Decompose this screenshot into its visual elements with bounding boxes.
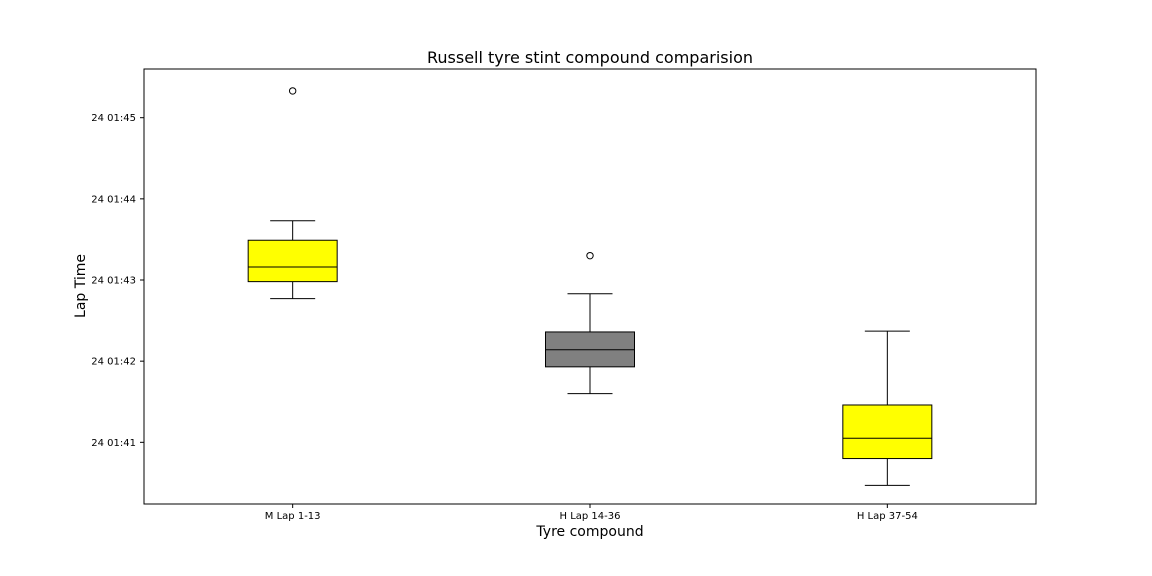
plot-frame bbox=[143, 68, 1037, 505]
y-axis-label: Lap Time bbox=[73, 254, 89, 318]
plot-area: 24 01:41 24 01:42 24 01:43 24 01:44 24 01:45… bbox=[91, 87, 933, 522]
y-tick-label: 24 01:45 bbox=[91, 113, 136, 124]
x-tick-label: H Lap 37-54 bbox=[857, 511, 918, 522]
y-tick-label: 24 01:41 bbox=[91, 438, 136, 449]
x-tick-label: M Lap 1-13 bbox=[265, 511, 321, 522]
outlier-point bbox=[586, 251, 594, 260]
outlier-point bbox=[288, 87, 297, 95]
x-tick-label: H Lap 14-36 bbox=[560, 511, 621, 522]
y-tick-label: 24 01:42 bbox=[91, 357, 136, 368]
y-tick-label: 24 01:43 bbox=[91, 276, 136, 287]
chart-title: Russell tyre stint compound comparision bbox=[427, 48, 753, 67]
box-iqr bbox=[842, 404, 933, 460]
y-tick-label: 24 01:44 bbox=[91, 194, 136, 205]
box-iqr bbox=[247, 239, 338, 283]
x-axis-label: Tyre compound bbox=[535, 524, 643, 540]
